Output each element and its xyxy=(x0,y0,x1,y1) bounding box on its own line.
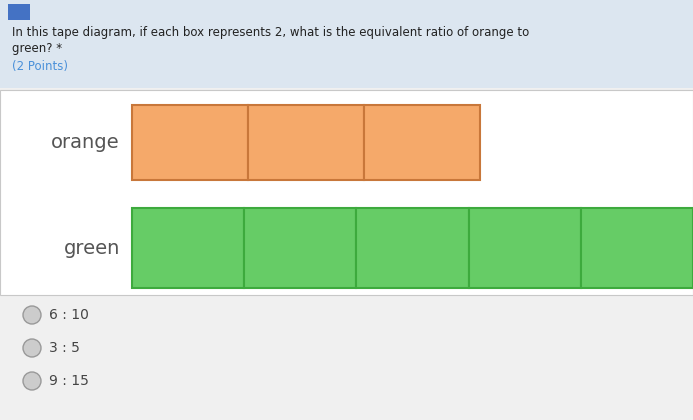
Bar xyxy=(132,208,244,288)
Circle shape xyxy=(23,339,41,357)
Text: 6 : 10: 6 : 10 xyxy=(49,308,89,322)
Bar xyxy=(0,90,693,295)
Text: (2 Points): (2 Points) xyxy=(12,60,68,73)
Text: 3 : 5: 3 : 5 xyxy=(49,341,80,355)
Bar xyxy=(244,208,356,288)
Text: green: green xyxy=(64,239,120,257)
Bar xyxy=(248,105,364,180)
Bar xyxy=(356,208,468,288)
Circle shape xyxy=(23,306,41,324)
Text: orange: orange xyxy=(51,133,120,152)
Bar xyxy=(364,105,480,180)
Bar xyxy=(132,105,248,180)
Bar xyxy=(0,0,693,88)
Text: 9 : 15: 9 : 15 xyxy=(49,374,89,388)
Circle shape xyxy=(23,372,41,390)
Bar xyxy=(581,208,693,288)
Bar xyxy=(468,208,581,288)
Text: In this tape diagram, if each box represents 2, what is the equivalent ratio of : In this tape diagram, if each box repres… xyxy=(12,26,529,39)
Text: green? *: green? * xyxy=(12,42,62,55)
Bar xyxy=(8,4,30,20)
